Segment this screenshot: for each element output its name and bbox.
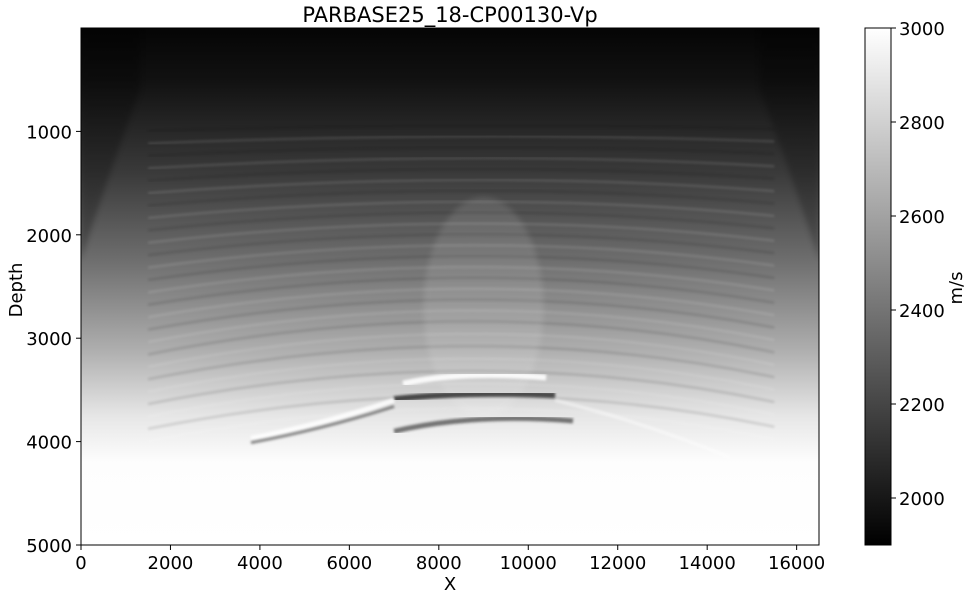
x-tick-label: 2000 [148,553,194,574]
layer-stripe [148,124,775,133]
right-shadow [760,28,819,260]
x-tick-label: 8000 [416,553,462,574]
lower-reflector [250,397,395,441]
x-tick-label: 0 [75,553,86,574]
bright-reflector [402,371,547,387]
x-axis-ticks: 0 2000 4000 6000 8000 10000 12000 14000 16000 [75,545,825,574]
x-tick-label: 16000 [768,553,825,574]
layer-stripe [148,178,775,195]
layer-stripe [148,135,775,145]
dark-band [393,390,556,403]
x-tick-label: 6000 [326,553,372,574]
chart-title: PARBASE25_18-CP00130-Vp [302,3,597,28]
colorbar-ticks: 2000 2200 2400 2600 2800 3000 [891,19,945,510]
y-tick-label: 2000 [26,226,72,247]
left-shadow [81,28,140,260]
colorbar-tick-label: 2800 [899,113,945,134]
y-axis-label: Depth [6,263,27,318]
x-tick-label: 10000 [500,553,557,574]
y-tick-label: 1000 [26,122,72,143]
layer-stripe [148,157,775,170]
layer-stripe [148,146,775,157]
colorbar-tick-label: 2000 [899,489,945,510]
colorbar-label: m/s [946,272,967,305]
right-reflector [554,398,731,459]
y-tick-label: 3000 [26,329,72,350]
layer-stripe [148,167,775,182]
colorbar-tick-label: 2400 [899,301,945,322]
y-tick-label: 5000 [26,536,72,557]
x-axis-label: X [444,574,456,595]
y-axis-ticks: 1000 2000 3000 4000 5000 [26,122,81,557]
colorbar-tick-label: 2200 [899,395,945,416]
plot-area [81,28,819,545]
colorbar-tick-label: 3000 [899,19,945,40]
y-tick-label: 4000 [26,433,72,454]
x-tick-label: 4000 [237,553,283,574]
colorbar [864,27,892,546]
dark-band [393,415,574,434]
x-tick-label: 12000 [589,553,646,574]
layer-stripe [147,189,775,207]
central-bright-zone [423,197,544,418]
plot-frame [80,27,820,546]
x-tick-label: 14000 [679,553,736,574]
lower-reflector-shadow [250,405,395,445]
reflector-layers [81,28,819,459]
colorbar-tick-label: 2600 [899,207,945,228]
